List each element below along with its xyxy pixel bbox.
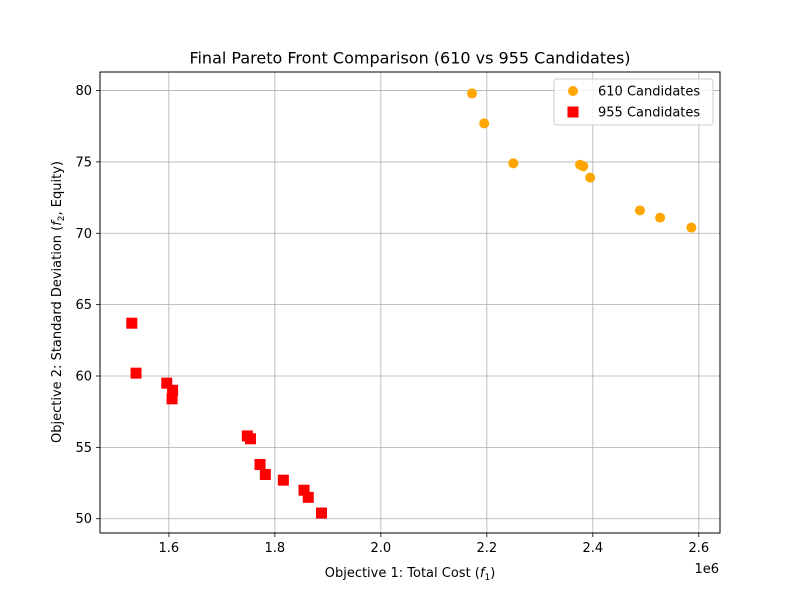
x-axis-offset-label: 1e6 [694, 562, 719, 577]
y-tick-label: 55 [75, 441, 92, 456]
legend: 610 Candidates 955 Candidates [553, 78, 714, 126]
y-tick-label: 75 [75, 155, 92, 170]
data-point-955-candidates [244, 433, 256, 445]
legend-label-610-candidates: 610 Candidates [598, 85, 700, 100]
legend-marker-610-candidates [568, 86, 578, 96]
data-point-955-candidates [166, 393, 178, 405]
data-point-610-candidates [578, 161, 589, 172]
data-point-610-candidates [585, 172, 596, 183]
y-axis-label: Objective 2: Standard Deviation (f2, Equ… [50, 161, 67, 443]
data-point-610-candidates [686, 222, 697, 233]
grid-lines [100, 72, 720, 533]
legend-label-955-candidates: 955 Candidates [598, 106, 700, 121]
x-axis-label-suffix: ) [490, 566, 495, 581]
data-point-610-candidates [467, 88, 477, 99]
data-point-955-candidates [130, 367, 142, 379]
y-tick-label: 70 [75, 227, 92, 242]
x-tick-label: 2.0 [371, 541, 392, 556]
y-tick-label: 80 [75, 84, 92, 99]
y-axis-label-text: Objective 2: Standard Deviation ( [50, 226, 65, 443]
x-tick-label: 2.6 [688, 541, 709, 556]
x-tick-label: 2.4 [582, 541, 603, 556]
x-tick-label: 1.8 [265, 541, 286, 556]
data-point-955-candidates [259, 468, 271, 480]
y-tick-label: 50 [75, 512, 92, 527]
y-axis-label-symbol: f [50, 219, 65, 226]
data-point-610-candidates [508, 158, 519, 169]
chart-title: Final Pareto Front Comparison (610 vs 95… [189, 49, 630, 68]
data-point-955-candidates [302, 491, 314, 503]
data-point-955-candidates [277, 474, 289, 486]
data-point-955-candidates [161, 377, 173, 389]
y-tick-label: 65 [75, 298, 92, 313]
axis-ticks: 1.6 1.8 2.0 2.2 2.4 2.6 50 55 60 65 70 75 80 [75, 84, 709, 556]
data-point-955-candidates [316, 507, 328, 519]
data-points [126, 88, 697, 519]
plot-area-frame [99, 71, 721, 534]
x-tick-label: 2.2 [476, 541, 497, 556]
y-axis-label-subscript: 2 [57, 215, 67, 221]
y-axis-label-suffix: , Equity) [50, 161, 65, 215]
x-axis-label-symbol: f [480, 566, 487, 581]
data-point-955-candidates [167, 384, 179, 396]
data-point-955-candidates [126, 317, 138, 329]
x-axis-label-subscript: 1 [484, 573, 490, 583]
legend-marker-955-candidates [567, 106, 579, 118]
x-axis-label-text: Objective 1: Total Cost ( [325, 566, 480, 581]
data-point-955-candidates [254, 458, 266, 470]
x-tick-label: 1.6 [159, 541, 180, 556]
x-axis-label: Objective 1: Total Cost (f1) [325, 566, 496, 583]
data-point-610-candidates [479, 118, 490, 129]
legend-box [553, 78, 714, 126]
y-tick-label: 60 [75, 370, 92, 385]
data-point-610-candidates [655, 212, 666, 223]
data-point-955-candidates [298, 484, 310, 496]
data-point-610-candidates [634, 205, 645, 216]
